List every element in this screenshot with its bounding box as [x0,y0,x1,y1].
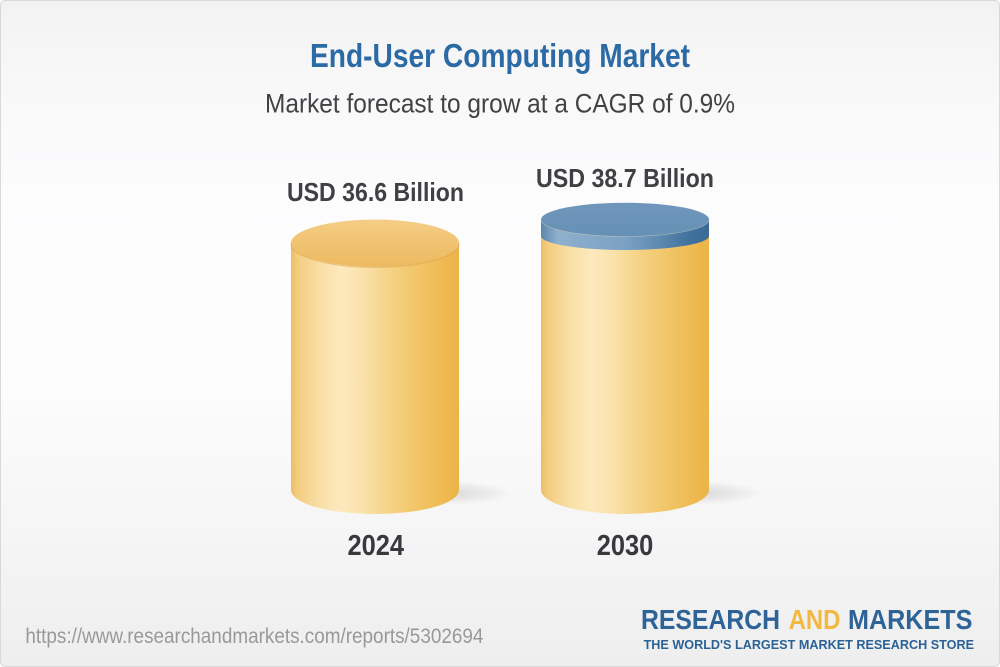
svg-text:USD 36.6 Billion: USD 36.6 Billion [287,177,464,207]
svg-text:RESEARCH: RESEARCH [641,604,780,635]
svg-text:THE WORLD'S LARGEST MARKET RES: THE WORLD'S LARGEST MARKET RESEARCH STOR… [644,637,975,652]
svg-text:MARKETS: MARKETS [848,604,972,635]
svg-text:2024: 2024 [347,530,404,562]
svg-text:2030: 2030 [597,530,654,562]
svg-text:USD 38.7 Billion: USD 38.7 Billion [536,163,714,193]
svg-text:AND: AND [789,604,841,635]
svg-text:End-User Computing Market: End-User Computing Market [310,37,690,74]
svg-text:Market forecast to grow at a C: Market forecast to grow at a CAGR of 0.9… [265,88,735,118]
svg-text:https://www.researchandmarkets: https://www.researchandmarkets.com/repor… [25,625,483,648]
